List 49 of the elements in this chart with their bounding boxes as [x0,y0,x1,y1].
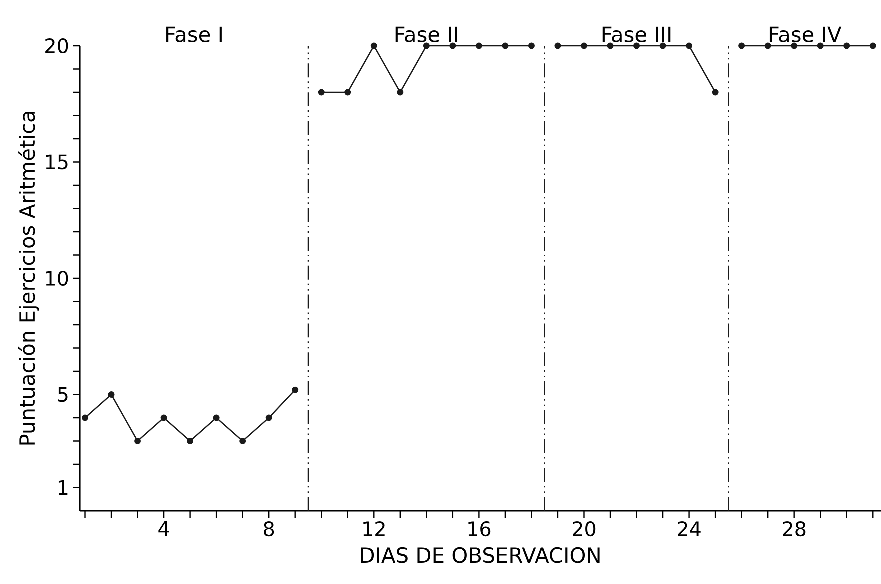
point [370,42,378,50]
y-axis-title: Puntuación Ejercicios Aritmética [18,112,40,445]
x-tick-label: 4 [158,522,170,536]
x-tick-label: 8 [264,522,274,537]
point [870,42,876,50]
point [634,42,640,50]
point [686,42,693,50]
point [108,392,115,398]
point [764,42,772,50]
x-axis-title: DIAS DE OBSERVACION [361,547,600,564]
point [266,414,272,422]
x-tick-label: 24 [678,522,701,536]
point [528,42,535,50]
y-tick-label: 1 [58,480,68,496]
point [134,438,142,444]
point [344,89,352,96]
text: Fase I [166,26,222,42]
point [450,42,456,50]
point [502,42,509,50]
point [318,89,325,96]
point [187,438,194,444]
x-tick-label: 12 [364,522,385,536]
y-tick-label: 10 [46,270,68,286]
point [476,42,482,50]
point [82,414,88,422]
y-tick-label: 15 [46,154,68,170]
point [240,438,246,444]
point [581,42,588,50]
point [160,414,168,422]
point [213,414,220,422]
x-tick-label: 16 [468,522,491,537]
point [817,42,824,50]
x-tick-label: 20 [573,522,596,537]
point [738,42,746,50]
x-tick-label: 28 [783,522,806,537]
point [844,42,850,50]
y-tick-label: 20 [46,38,68,54]
text: Fase III [602,26,671,42]
point [423,42,430,50]
point [607,42,614,50]
point [791,42,798,50]
point [660,42,666,50]
text: Fase IV [770,26,842,42]
text: Fase II [396,26,458,42]
point [554,42,562,50]
point [292,386,299,394]
point [397,89,404,96]
point [712,89,719,96]
y-tick-label: 5 [58,387,68,402]
